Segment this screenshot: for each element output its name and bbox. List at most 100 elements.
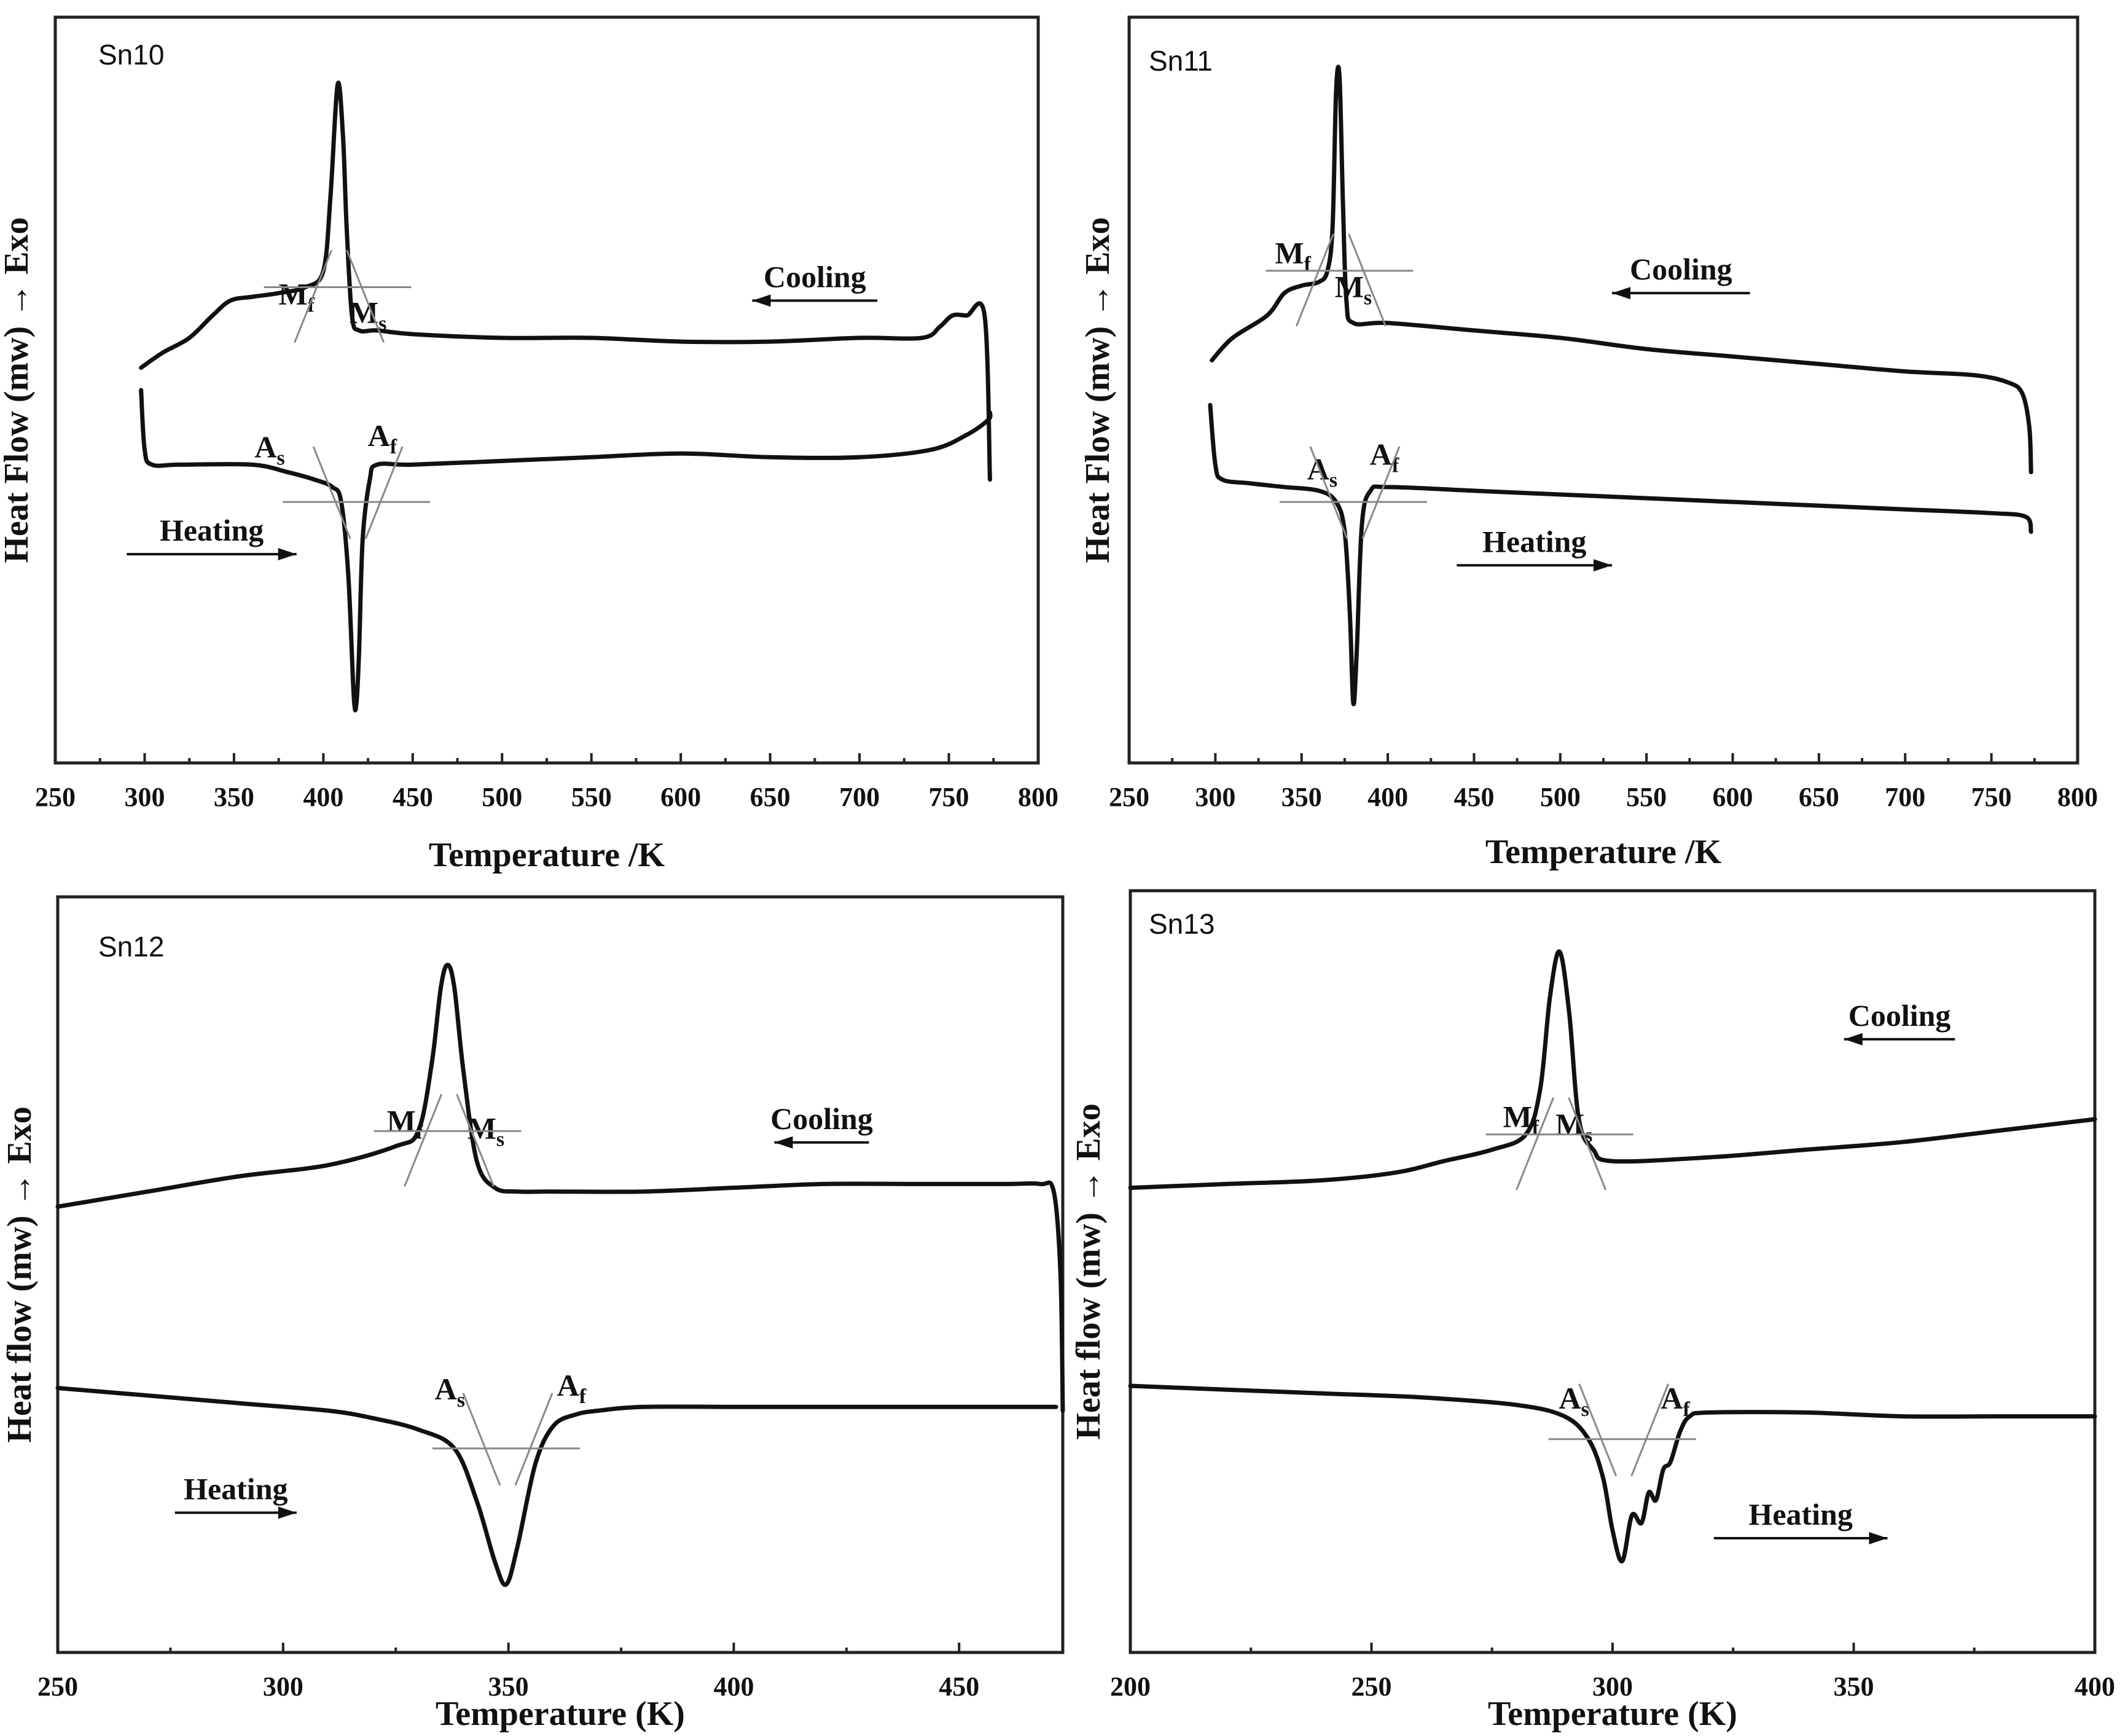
arrow-label: Cooling — [1848, 998, 1951, 1033]
x-tick-label: 250 — [35, 782, 76, 812]
annotation-as: As — [254, 429, 284, 469]
arrow-head — [1869, 1532, 1888, 1544]
arrow-heating: Heating — [1457, 524, 1613, 572]
x-tick-label: 700 — [839, 782, 880, 812]
panel-sn12: Sn12 250 300 350 400 450 Temperature (K) Heat f… — [1, 895, 1065, 1733]
arrow-head — [752, 294, 771, 307]
tangent-line — [462, 1393, 501, 1486]
annotation-mf: Mf — [387, 1103, 423, 1143]
series-cooling-curve — [139, 80, 992, 482]
panel-label: Sn13 — [1149, 908, 1215, 940]
panel-label: Sn12 — [98, 931, 164, 963]
plot-frame — [53, 15, 1040, 765]
series-cooling-curve — [1210, 65, 2033, 475]
annotation-ms: Ms — [467, 1111, 504, 1151]
panel-sn13: Sn13 200 250 300 350 400 Temperature (K) Heat f… — [1070, 889, 2115, 1733]
annotation-mf: Mf — [1275, 236, 1311, 276]
arrow-head — [278, 1506, 297, 1519]
annotation-as: As — [1559, 1381, 1589, 1421]
tangent-line — [1296, 233, 1334, 327]
x-tick-label: 450 — [393, 782, 433, 812]
annotation-ms: Ms — [1335, 269, 1372, 309]
x-tick-label: 800 — [2057, 782, 2098, 812]
x-tick-label: 600 — [660, 782, 701, 812]
x-tick-label: 400 — [1367, 782, 1408, 812]
tangent-line — [1309, 446, 1348, 539]
x-tick-label: 650 — [1799, 782, 1839, 812]
arrow-head — [1844, 1033, 1863, 1046]
arrow-head — [1594, 559, 1613, 572]
arrow-cooling: Cooling — [770, 1101, 873, 1149]
tangent-line — [364, 446, 404, 539]
panel-label: Sn10 — [98, 39, 164, 71]
annotation-af: Af — [557, 1368, 587, 1408]
plot-frame — [56, 895, 1065, 1654]
arrow-head — [1612, 287, 1631, 300]
x-tick-label: 400 — [2075, 1671, 2115, 1702]
arrow-heating: Heating — [127, 513, 297, 561]
panel-sn10: Sn10 250 300 350 400 450 500 550 600 650 700 750 800… — [0, 15, 1058, 874]
x-tick-label: 650 — [750, 782, 791, 812]
x-tick-label: 300 — [1592, 1671, 1633, 1702]
annotation-as: As — [1307, 452, 1337, 492]
y-axis-title: Heat Flow (mw) → Exo — [1079, 217, 1117, 563]
annotation-mf: Mf — [278, 276, 315, 316]
series-cooling-curve — [1128, 949, 2097, 1191]
x-tick-label: 600 — [1713, 782, 1753, 812]
panel-label: Sn11 — [1149, 45, 1213, 77]
series-heating-curve — [139, 388, 993, 713]
x-tick-label: 350 — [214, 782, 254, 812]
tangent-line — [1361, 446, 1401, 539]
tangent-line — [1568, 1097, 1607, 1191]
annotation-as: As — [435, 1372, 465, 1412]
x-tick-label: 450 — [939, 1671, 979, 1702]
arrow-label: Cooling — [1630, 252, 1732, 286]
series-cooling-curve — [55, 963, 1065, 1413]
x-tick-label: 450 — [1453, 782, 1494, 812]
arrow-cooling: Cooling — [752, 259, 878, 307]
arrow-label: Heating — [1748, 1497, 1852, 1531]
tangent-line — [514, 1393, 554, 1486]
annotation-mf: Mf — [1503, 1099, 1539, 1139]
arrow-cooling: Cooling — [1612, 252, 1750, 300]
x-tick-label: 500 — [1540, 782, 1581, 812]
y-axis-title: Heat Flow (mw) → Exo — [0, 217, 36, 563]
arrow-label: Heating — [160, 513, 264, 547]
x-tick-label: 300 — [124, 782, 165, 812]
tangent-line — [404, 1093, 442, 1187]
arrow-label: Cooling — [770, 1101, 873, 1136]
tangent-line — [1630, 1383, 1670, 1477]
arrow-heating: Heating — [1713, 1497, 1888, 1544]
x-tick-label: 750 — [1971, 782, 2012, 812]
arrow-cooling: Cooling — [1844, 998, 1955, 1046]
x-axis-title: Temperature /K — [429, 836, 665, 874]
arrow-head — [774, 1136, 793, 1149]
x-tick-label: 750 — [929, 782, 969, 812]
arrow-label: Heating — [1482, 524, 1586, 558]
arrow-heating: Heating — [174, 1471, 297, 1519]
x-axis-title: Temperature (K) — [1488, 1695, 1737, 1733]
tangent-line — [1348, 233, 1387, 327]
x-tick-label: 800 — [1018, 782, 1058, 812]
x-tick-label: 250 — [1109, 782, 1149, 812]
series-heating-curve — [1128, 1383, 2097, 1563]
x-tick-label: 500 — [482, 782, 522, 812]
arrow-head — [278, 548, 297, 561]
series-heating-curve — [1208, 402, 2033, 706]
x-tick-label: 400 — [303, 782, 343, 812]
x-tick-label: 550 — [571, 782, 612, 812]
x-tick-label: 250 — [37, 1671, 78, 1702]
tangent-line — [294, 249, 333, 343]
series-heating-curve — [55, 1386, 1058, 1587]
annotation-af: Af — [1661, 1381, 1690, 1421]
tangent-line — [1578, 1383, 1618, 1477]
x-tick-label: 350 — [488, 1671, 529, 1702]
x-tick-label: 350 — [1834, 1671, 1874, 1702]
tangent-line — [1516, 1097, 1555, 1191]
x-axis-title: Temperature /K — [1485, 833, 1722, 871]
tangent-line — [312, 446, 351, 539]
x-tick-label: 300 — [263, 1671, 303, 1702]
tangent-line — [456, 1093, 495, 1187]
x-tick-label: 400 — [713, 1671, 754, 1702]
x-tick-label: 550 — [1626, 782, 1667, 812]
